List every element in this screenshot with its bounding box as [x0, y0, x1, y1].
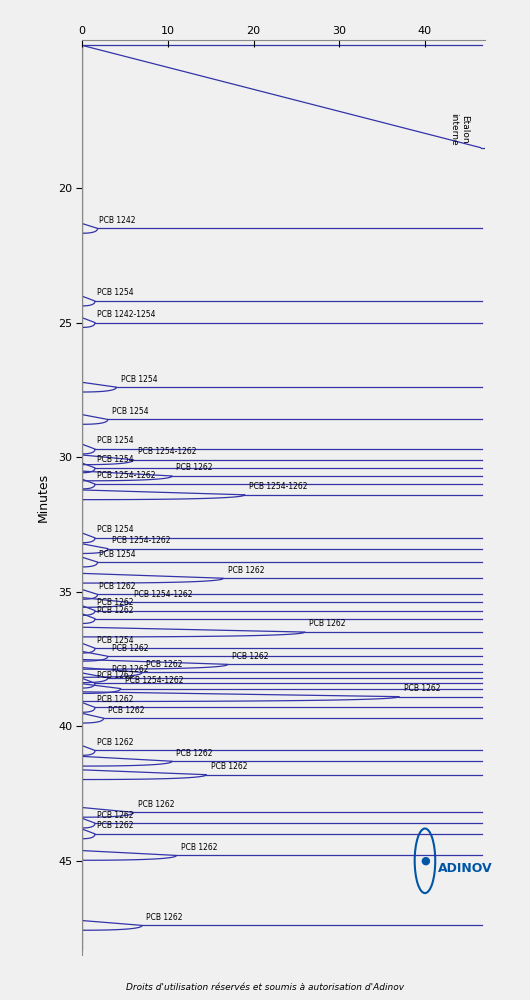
Text: PCB 1262: PCB 1262: [138, 800, 174, 809]
Text: PCB 1262: PCB 1262: [310, 619, 346, 628]
Text: PCB 1262: PCB 1262: [108, 706, 144, 715]
Text: PCB 1262: PCB 1262: [96, 671, 133, 680]
Text: Droits d'utilisation réservés et soumis à autorisation d'Adinov: Droits d'utilisation réservés et soumis …: [126, 983, 404, 992]
Text: PCB 1254: PCB 1254: [96, 288, 134, 297]
Y-axis label: Minutes: Minutes: [37, 473, 50, 522]
Text: PCB 1242: PCB 1242: [99, 216, 136, 225]
Text: PCB 1254: PCB 1254: [112, 407, 149, 416]
Text: ●: ●: [420, 856, 430, 866]
Text: PCB 1262: PCB 1262: [146, 660, 183, 669]
Text: PCB 1254-1262: PCB 1254-1262: [249, 482, 308, 491]
Text: PCB 1262: PCB 1262: [146, 913, 183, 922]
Text: PCB 1262: PCB 1262: [96, 811, 133, 820]
Text: PCB 1262: PCB 1262: [176, 463, 213, 472]
Text: PCB 1254: PCB 1254: [96, 455, 134, 464]
Text: PCB 1262: PCB 1262: [211, 762, 247, 771]
Text: Etalon
interne: Etalon interne: [449, 113, 469, 145]
Text: PCB 1262: PCB 1262: [112, 665, 148, 674]
Text: PCB 1262: PCB 1262: [181, 843, 217, 852]
Text: PCB 1262: PCB 1262: [176, 749, 213, 758]
Text: PCB 1254-1262: PCB 1254-1262: [96, 471, 155, 480]
Text: PCB 1262: PCB 1262: [96, 821, 133, 830]
Text: PCB 1254: PCB 1254: [96, 636, 134, 645]
Text: PCB 1254-1262: PCB 1254-1262: [112, 536, 171, 545]
Text: PCB 1262: PCB 1262: [96, 695, 133, 704]
Text: PCB 1262: PCB 1262: [228, 566, 264, 575]
Text: PCB 1262: PCB 1262: [403, 684, 440, 693]
Text: PCB 1254-1262: PCB 1254-1262: [125, 676, 183, 685]
Text: PCB 1254: PCB 1254: [96, 525, 134, 534]
Text: PCB 1262: PCB 1262: [99, 582, 136, 591]
Text: PCB 1262: PCB 1262: [112, 644, 148, 653]
Text: PCB 1254-1262: PCB 1254-1262: [138, 447, 196, 456]
Text: PCB 1262: PCB 1262: [232, 652, 269, 661]
Text: ADINOV: ADINOV: [438, 862, 492, 875]
Text: PCB 1254-1262: PCB 1254-1262: [134, 590, 192, 599]
Text: PCB 1254: PCB 1254: [96, 436, 134, 445]
Text: PCB 1262: PCB 1262: [96, 598, 133, 607]
Text: PCB 1242-1254: PCB 1242-1254: [96, 310, 155, 319]
Text: PCB 1254: PCB 1254: [121, 375, 157, 384]
Text: PCB 1262: PCB 1262: [96, 606, 133, 615]
Text: PCB 1254: PCB 1254: [99, 550, 136, 559]
Text: PCB 1262: PCB 1262: [96, 738, 133, 747]
